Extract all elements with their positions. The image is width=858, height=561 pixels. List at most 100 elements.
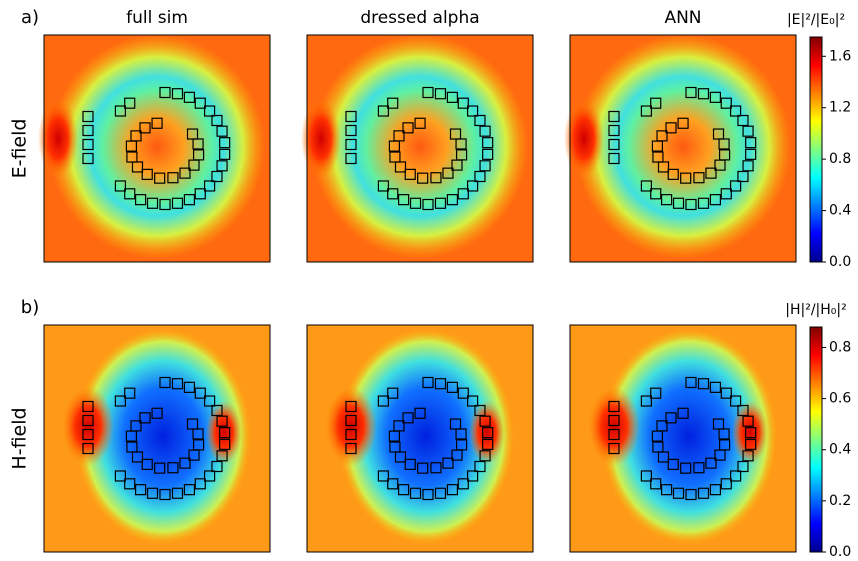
panel-frame [569, 34, 797, 263]
particle [745, 427, 757, 439]
particle [216, 160, 228, 172]
heatmap-panel [301, 34, 534, 263]
hot-spot [732, 400, 768, 465]
particle [474, 170, 486, 183]
particle [665, 412, 677, 424]
column-title: dressed alpha [360, 8, 479, 28]
panel-frame [306, 34, 534, 263]
particle [457, 478, 469, 490]
row-label: E-field [9, 119, 31, 179]
particle [345, 414, 357, 427]
particle [422, 376, 434, 389]
particle [667, 168, 679, 180]
particle [479, 160, 491, 172]
particle [389, 151, 401, 163]
particle [693, 462, 705, 474]
particle [709, 381, 722, 393]
particle [608, 400, 620, 413]
hot-spot [564, 98, 604, 179]
particle [422, 86, 434, 99]
hot-spot [588, 386, 640, 467]
particle [126, 151, 138, 163]
particle [466, 395, 479, 407]
particle [114, 105, 127, 117]
particle [718, 428, 730, 440]
particle [697, 88, 710, 100]
particle [697, 487, 710, 499]
particle [409, 197, 422, 209]
heatmap-panel [43, 324, 271, 553]
particle [219, 137, 231, 149]
particle [685, 86, 697, 99]
particle [718, 138, 730, 150]
particle [677, 117, 689, 129]
field-region [338, 328, 514, 545]
particle [194, 188, 206, 200]
field-region [49, 34, 265, 259]
particle [82, 110, 94, 123]
particle [211, 404, 223, 417]
particle [159, 376, 171, 389]
particle [192, 138, 204, 150]
particle [652, 151, 664, 163]
particle [482, 427, 494, 439]
particle [139, 412, 151, 424]
particle [159, 86, 171, 99]
particle [203, 395, 216, 407]
particle [134, 484, 147, 496]
particle [188, 159, 200, 171]
heatmap-panel [38, 34, 271, 263]
particle [705, 167, 717, 179]
particle [430, 172, 442, 184]
heatmap-panel [306, 324, 534, 553]
particle [479, 125, 491, 137]
particle [397, 484, 410, 496]
particle [729, 180, 742, 192]
particle [417, 172, 429, 184]
heatmap-panel [569, 324, 797, 553]
particle [179, 457, 191, 469]
particle [640, 470, 653, 482]
particle [345, 138, 357, 151]
particle [345, 110, 357, 123]
particle [141, 168, 153, 180]
particle [146, 197, 159, 209]
particle [387, 478, 399, 490]
particle [474, 404, 486, 417]
particle [82, 400, 94, 413]
colorbar-tick-label: 1.2 [829, 100, 851, 116]
particle [742, 415, 754, 427]
particle [82, 442, 94, 455]
particle [737, 404, 749, 417]
particle [188, 449, 200, 461]
particle [608, 414, 620, 427]
row-label: H-field [9, 407, 31, 469]
particle [656, 130, 668, 142]
particle [219, 438, 231, 450]
particle [650, 387, 662, 399]
particle [183, 194, 196, 206]
particle [377, 180, 390, 192]
particle [640, 395, 653, 407]
particle [219, 427, 231, 439]
particle [387, 188, 399, 200]
particle [183, 484, 196, 496]
particle [171, 487, 184, 499]
colorbar [809, 326, 823, 553]
particle [474, 460, 486, 473]
particle [141, 458, 153, 470]
field-region [601, 328, 777, 545]
particle [685, 198, 697, 211]
particle [672, 197, 685, 209]
colorbar [809, 36, 823, 263]
particle [434, 378, 447, 390]
panel-frame [569, 324, 797, 553]
particle [167, 462, 179, 474]
hot-spot [469, 400, 505, 465]
particle [345, 442, 357, 455]
colorbar-tick-label: 0.0 [829, 544, 851, 557]
particle [377, 395, 390, 407]
particle [130, 130, 142, 142]
particle [434, 487, 447, 499]
